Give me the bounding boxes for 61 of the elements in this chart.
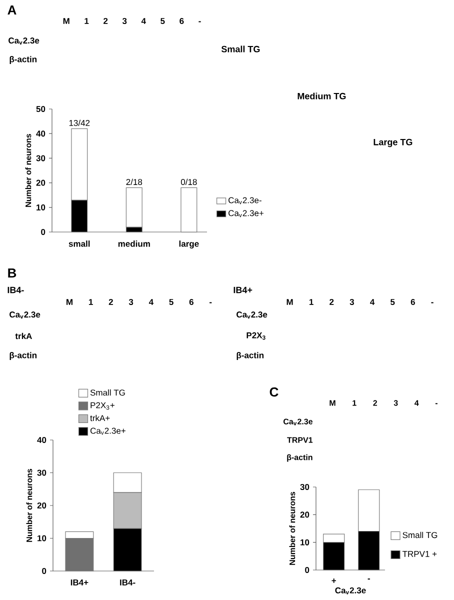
bar (180, 187, 198, 232)
text: IB4+ (234, 286, 252, 294)
legend-label: Ca$_{v}$2.3e+ (90, 428, 126, 435)
x-tick-label: small (68, 240, 90, 247)
text: Small TG (221, 46, 260, 52)
x-tick-label: medium (118, 240, 150, 247)
text: M 1 2 3 4 5 6 - (63, 18, 201, 24)
annotation: 2/18 (126, 178, 142, 186)
text: IB4- (8, 286, 24, 294)
y-tick-label: 20 (300, 512, 310, 518)
y-tick-label: 10 (38, 535, 46, 542)
legend-label: Ca$_{v}$2.3e- (228, 197, 262, 204)
y-tick-label: 0 (305, 566, 310, 573)
text: M 1 2 3 4 5 6 - (66, 298, 212, 306)
annotation: 13/42 (69, 120, 90, 126)
y-tick-label: 20 (37, 502, 46, 508)
text: β-actin (10, 56, 37, 64)
y-axis-title: Number of neurons (25, 134, 32, 207)
y-tick-label: 10 (300, 539, 310, 546)
text: Ca$_{v}$2.3e (8, 38, 40, 44)
text: P2X$_{3}$ (246, 332, 266, 340)
y-tick-label: 30 (37, 470, 46, 476)
text: A (8, 6, 16, 14)
text: β-actin (287, 454, 312, 462)
y-tick-label: 50 (36, 106, 46, 112)
x-tick-label: large (179, 240, 199, 248)
text: Ca$_{v}$2.3e (10, 312, 40, 318)
text: B (8, 268, 16, 278)
text: trkA (15, 332, 32, 340)
text: TRPV1 (287, 437, 313, 443)
y-tick-label: 40 (37, 436, 46, 443)
legend-label: trkA+ (90, 414, 110, 422)
text: Medium TG (298, 92, 346, 100)
text: Large TG (374, 138, 412, 148)
text: Ca$_{v}$2.3e (283, 418, 313, 426)
x-tick-label: IB4- (120, 580, 136, 586)
text: β-actin (10, 352, 37, 360)
x-tick-label: - (368, 578, 370, 580)
legend-label: TRPV1 + (402, 550, 437, 557)
y-tick-label: 0 (42, 568, 46, 574)
y-axis-title: Number of neurons (26, 468, 32, 542)
annotation: 0/18 (180, 178, 197, 186)
legend-label: P2X$_{3}$+ (90, 402, 114, 410)
y-axis-title: Number of neurons (289, 492, 296, 565)
text: C (270, 387, 278, 397)
y-tick-label: 10 (36, 204, 46, 210)
y-tick-label: 40 (36, 130, 46, 137)
legend-label: Ca$_{v}$2.3e+ (228, 210, 264, 218)
x-tick-label: IB4+ (70, 580, 88, 586)
y-tick-label: 0 (41, 228, 46, 236)
y-tick-label: 30 (300, 484, 310, 490)
text: β-actin (236, 352, 264, 360)
x-tick-label: + (332, 578, 336, 583)
y-tick-label: 20 (36, 180, 46, 186)
text: M 1 2 3 4 - (330, 400, 438, 406)
y-tick-label: 30 (36, 155, 46, 162)
legend-label: Small TG (402, 532, 438, 538)
text: Ca$_{v}$2.3e (236, 312, 268, 318)
x-axis-title: Ca$_{v}$2.3e (335, 587, 366, 594)
legend-label: Small TG (90, 389, 125, 396)
text: M 1 2 3 4 5 6 - (286, 298, 434, 306)
